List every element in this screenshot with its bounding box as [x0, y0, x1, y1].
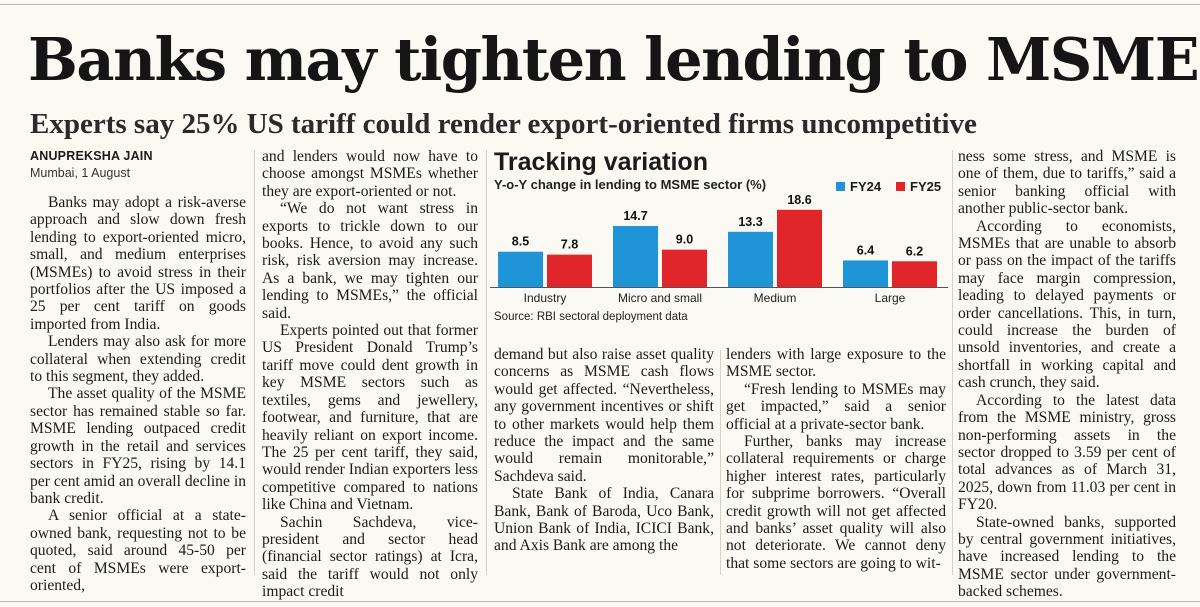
paragraph: Sachin Sachdeva, vice-president and sect… [262, 513, 478, 601]
chart-subtitle: Y-o-Y change in lending to MSME sector (… [494, 177, 767, 192]
paragraph: and lenders would now have to choose amo… [262, 148, 478, 200]
column-divider [952, 150, 953, 575]
value-label: 9.0 [676, 233, 693, 247]
bar-chart: 8.5 7.8 Industry 14.7 9.0 Micro and small 13.3… [490, 193, 948, 305]
article-column-2: and lenders would now have to choose amo… [262, 148, 478, 601]
value-label: 7.8 [561, 238, 578, 252]
column-divider [720, 350, 721, 575]
subheadline: Experts say 25% US tariff could render e… [30, 108, 977, 140]
legend-fy24: FY24 [836, 179, 881, 194]
category-label: Micro and small [618, 291, 702, 305]
paragraph: Experts pointed out that former US Presi… [262, 322, 478, 514]
paragraph: ness some stress, and MSME is one of the… [958, 148, 1176, 218]
paragraph: A senior official at a state-owned bank,… [30, 507, 246, 594]
bar-fy24 [843, 260, 888, 287]
paragraph: State-owned banks, supported by central … [958, 513, 1176, 601]
paragraph: The asset quality of the MSME sector has… [30, 385, 246, 507]
bar-fy24 [498, 251, 543, 287]
bottom-rule [0, 601, 1200, 602]
legend-label: FY25 [910, 179, 942, 194]
article-column-3: demand but also raise asset quality conc… [494, 346, 714, 555]
paragraph: According to the latest data from the MS… [958, 391, 1176, 514]
category-label: Large [875, 291, 906, 305]
bar-fy25 [662, 249, 707, 287]
byline: ANUPREKSHA JAIN [30, 149, 153, 163]
chart-title: Tracking variation [494, 148, 708, 176]
top-rule [0, 4, 1200, 5]
bar-fy25 [547, 254, 592, 287]
category-label: Industry [524, 291, 567, 305]
dateline: Mumbai, 1 August [30, 166, 131, 180]
category-label: Medium [754, 291, 797, 305]
legend-fy25: FY25 [896, 179, 941, 194]
article-column-5: ness some stress, and MSME is one of the… [958, 148, 1176, 601]
legend-swatch-fy24 [836, 182, 845, 191]
paragraph: According to economists, MSMEs that are … [958, 217, 1176, 392]
column-divider [486, 150, 487, 575]
paragraph: “We do not want stress in exports to tri… [262, 200, 478, 322]
paragraph: State Bank of India, Canara Bank, Bank o… [494, 485, 714, 555]
bar-fy24 [728, 231, 773, 287]
paragraph: Banks may adopt a risk-averse approach a… [30, 194, 246, 333]
value-label: 6.2 [906, 244, 923, 258]
paragraph: Lenders may also ask for more collateral… [30, 333, 246, 386]
legend-swatch-fy25 [896, 182, 905, 191]
legend-label: FY24 [850, 179, 882, 194]
value-label: 14.7 [623, 209, 647, 223]
value-label: 6.4 [857, 243, 874, 257]
value-label: 13.3 [738, 215, 762, 229]
paragraph: Further, banks may increase collateral r… [726, 433, 946, 572]
bar-fy24 [613, 225, 658, 287]
value-label: 8.5 [512, 235, 529, 249]
paragraph: lenders with large exposure to the MSME … [726, 346, 946, 381]
paragraph: “Fresh lending to MSMEs may get impacted… [726, 380, 946, 433]
article-column-1: ANUPREKSHA JAIN Mumbai, 1 August Banks m… [30, 148, 246, 594]
bar-fy25 [777, 209, 822, 287]
headline: Banks may tighten lending to MSMEs [28, 25, 1200, 94]
column-divider [254, 150, 255, 575]
value-label: 18.6 [787, 193, 811, 207]
paragraph: demand but also raise asset quality conc… [494, 346, 714, 485]
chart-source: Source: RBI sectoral deployment data [494, 311, 688, 323]
article-column-4: lenders with large exposure to the MSME … [726, 346, 946, 572]
bar-fy25 [892, 261, 937, 287]
